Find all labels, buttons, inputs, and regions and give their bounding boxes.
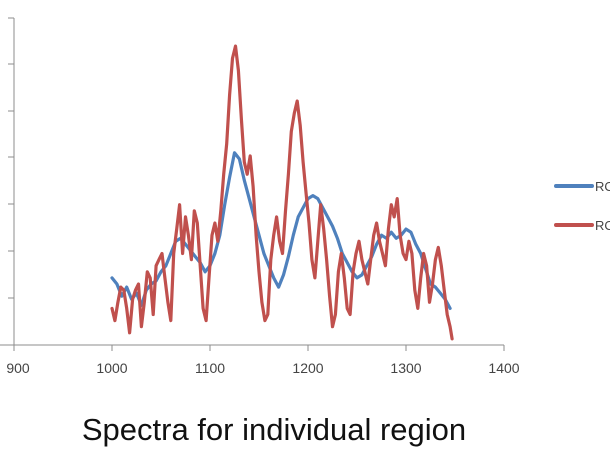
x-tick-label: 1100 [195,360,225,376]
legend-label-1: RO [595,179,610,194]
series-line-2 [110,44,454,341]
x-tick-label: 1400 [488,360,519,376]
x-tick-label: 1000 [96,360,127,376]
x-tick-label: 900 [6,360,30,376]
series-line-1 [110,151,452,310]
legend-label-2: RO [595,218,610,233]
figure-caption: Spectra for individual region [81,412,467,447]
chart-legend: RO RO [554,179,610,233]
plot-area [110,44,454,341]
spectra-line-chart: 900 1000 1100 1200 1300 1400 RO RO [0,17,610,376]
x-tick-label: 1200 [292,360,323,376]
chart-axes: 900 1000 1100 1200 1300 1400 [0,17,520,376]
x-tick-label: 1300 [390,360,421,376]
